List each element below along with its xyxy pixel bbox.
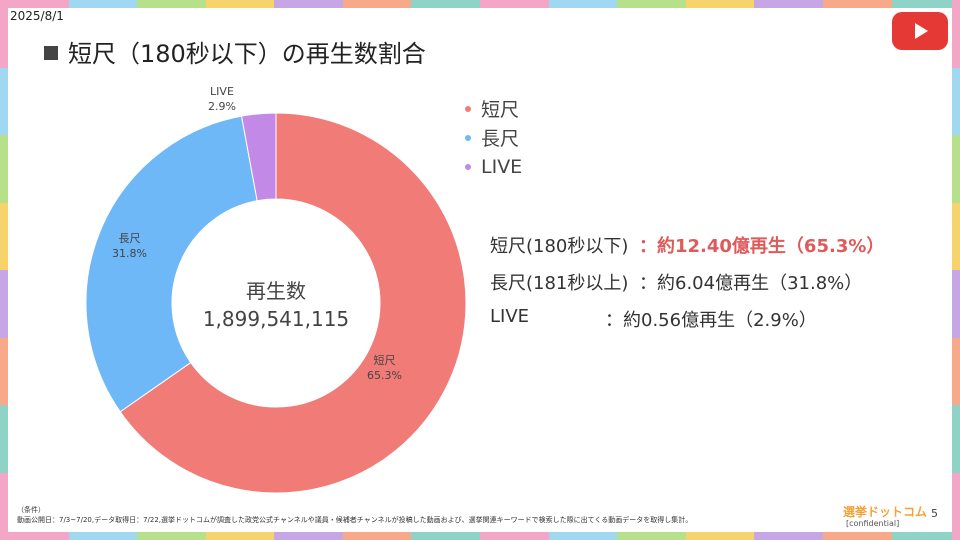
frame-stripe bbox=[274, 0, 343, 8]
decorative-frame-right bbox=[952, 0, 960, 540]
slice-label-short-value: 65.3% bbox=[367, 369, 402, 382]
brand-logo: 選挙ドットコム bbox=[843, 505, 928, 519]
frame-stripe bbox=[0, 0, 8, 68]
slice-label-live-value: 2.9% bbox=[208, 100, 236, 113]
page-number: 5 bbox=[931, 507, 938, 520]
frame-stripe bbox=[0, 270, 8, 338]
frame-stripe bbox=[617, 532, 686, 540]
frame-stripe bbox=[137, 0, 206, 8]
slice-label-long-value: 31.8% bbox=[112, 247, 147, 260]
frame-stripe bbox=[952, 0, 960, 68]
chart-legend: 短尺 長尺 LIVE bbox=[465, 94, 522, 181]
youtube-logo-icon bbox=[892, 12, 948, 50]
frame-stripe bbox=[952, 472, 960, 540]
frame-stripe bbox=[548, 0, 618, 8]
page-title: 短尺（180秒以下）の再生数割合 bbox=[44, 34, 426, 69]
confidential-label: [confidential] bbox=[846, 519, 900, 528]
frame-stripe bbox=[205, 0, 275, 8]
stat-value-short: ：約12.40億再生（65.3%） bbox=[639, 236, 885, 257]
frame-stripe bbox=[0, 337, 8, 405]
page-title-text: 短尺（180秒以下）の再生数割合 bbox=[68, 40, 426, 68]
legend-label-long: 長尺 bbox=[481, 128, 520, 150]
stat-label-live: LIVE bbox=[490, 306, 530, 327]
donut-chart-svg bbox=[85, 112, 467, 494]
legend-dot-live bbox=[465, 163, 471, 170]
frame-stripe bbox=[411, 532, 481, 540]
legend-dot-short bbox=[465, 105, 471, 112]
donut-slice-live bbox=[240, 112, 277, 202]
frame-stripe bbox=[754, 0, 823, 8]
frame-stripe bbox=[480, 532, 549, 540]
stat-value-live: ：約0.56億再生（2.9%） bbox=[605, 310, 817, 331]
frame-stripe bbox=[480, 0, 549, 8]
frame-stripe bbox=[68, 532, 138, 540]
decorative-frame-bottom bbox=[0, 532, 960, 540]
decorative-frame-left bbox=[0, 0, 8, 540]
frame-stripe bbox=[205, 532, 275, 540]
legend-item-long: 長尺 bbox=[465, 123, 522, 152]
frame-stripe bbox=[952, 337, 960, 405]
frame-stripe bbox=[0, 0, 69, 8]
legend-dot-long bbox=[465, 134, 471, 141]
frame-stripe bbox=[342, 0, 412, 8]
chart-center-title: 再生数 bbox=[246, 279, 306, 303]
footnote: （条件） 動画公開日：7/3~7/20,データ取得日：7/22,選挙ドットコムが… bbox=[17, 505, 692, 525]
title-bullet-icon bbox=[44, 46, 58, 60]
donut-slice-short bbox=[119, 112, 467, 494]
slice-label-long-name: 長尺 bbox=[118, 232, 141, 245]
slice-label-live-name: LIVE bbox=[210, 85, 234, 98]
slice-label-short-name: 短尺 bbox=[373, 354, 396, 367]
frame-stripe bbox=[411, 0, 481, 8]
frame-stripe bbox=[952, 405, 960, 473]
frame-stripe bbox=[952, 270, 960, 338]
frame-stripe bbox=[952, 135, 960, 203]
legend-label-live: LIVE bbox=[481, 155, 523, 178]
frame-stripe bbox=[952, 202, 960, 270]
frame-stripe bbox=[754, 532, 823, 540]
frame-stripe bbox=[137, 532, 206, 540]
legend-label-short: 短尺 bbox=[481, 99, 520, 121]
donut-chart: 再生数 1,899,541,115 短尺 65.3% 長尺 31.8% LIVE… bbox=[76, 85, 476, 503]
frame-stripe bbox=[685, 0, 755, 8]
frame-stripe bbox=[0, 405, 8, 473]
frame-stripe bbox=[0, 202, 8, 270]
frame-stripe bbox=[0, 472, 8, 540]
legend-item-live: LIVE bbox=[465, 152, 522, 181]
frame-stripe bbox=[891, 0, 960, 8]
frame-stripe bbox=[274, 532, 343, 540]
date-label: 2025/8/1 bbox=[10, 9, 64, 23]
donut-slice-long bbox=[85, 115, 258, 413]
decorative-frame-top bbox=[0, 0, 960, 8]
play-icon bbox=[915, 23, 928, 39]
frame-stripe bbox=[342, 532, 412, 540]
frame-stripe bbox=[952, 67, 960, 135]
frame-stripe bbox=[891, 532, 960, 540]
frame-stripe bbox=[822, 532, 892, 540]
frame-stripe bbox=[685, 532, 755, 540]
frame-stripe bbox=[68, 0, 138, 8]
frame-stripe bbox=[548, 532, 618, 540]
stat-label-long: 長尺(181秒以上) bbox=[490, 273, 629, 294]
slice-label-long: 長尺 31.8% bbox=[112, 231, 147, 261]
slice-label-live: LIVE 2.9% bbox=[208, 84, 236, 114]
frame-stripe bbox=[0, 135, 8, 203]
chart-center-value: 1,899,541,115 bbox=[202, 307, 350, 331]
legend-item-short: 短尺 bbox=[465, 94, 522, 123]
footnote-line-1: （条件） bbox=[17, 506, 45, 514]
stat-value-long: ：約6.04億再生（31.8%） bbox=[639, 273, 863, 294]
slice-label-short: 短尺 65.3% bbox=[367, 353, 402, 383]
stat-label-short: 短尺(180秒以下) bbox=[490, 236, 629, 257]
frame-stripe bbox=[617, 0, 686, 8]
footnote-line-2: 動画公開日：7/3~7/20,データ取得日：7/22,選挙ドットコムが調査した政… bbox=[17, 516, 693, 524]
frame-stripe bbox=[822, 0, 892, 8]
frame-stripe bbox=[0, 67, 8, 135]
frame-stripe bbox=[0, 532, 69, 540]
